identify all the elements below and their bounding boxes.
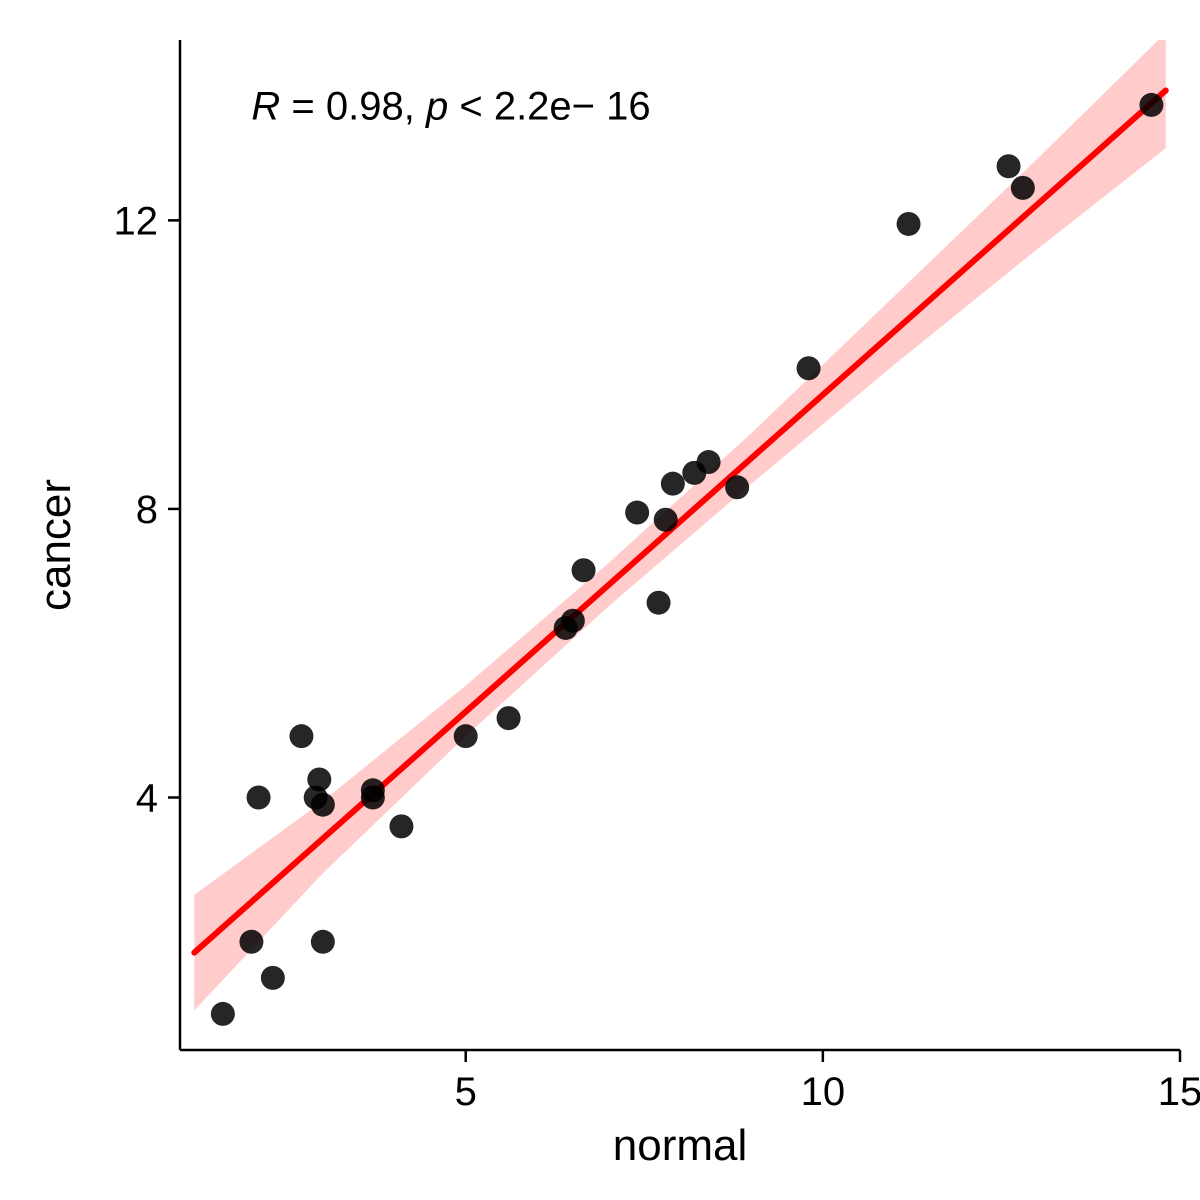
data-point: [1139, 93, 1163, 117]
chart-svg: 5 10 15 4 8 12 normal cancer R = 0.98, p < 2.2e−…: [0, 0, 1200, 1200]
y-axis-label: cancer: [31, 479, 80, 611]
data-point: [247, 786, 271, 810]
x-tick-label: 15: [1158, 1070, 1200, 1114]
y-tick-label: 4: [136, 777, 158, 821]
data-point: [661, 472, 685, 496]
data-point: [572, 558, 596, 582]
scatter-chart: 5 10 15 4 8 12 normal cancer R = 0.98, p < 2.2e−…: [0, 0, 1200, 1200]
data-point: [261, 966, 285, 990]
data-point: [289, 724, 313, 748]
x-tick-label: 5: [455, 1070, 477, 1114]
data-point: [997, 154, 1021, 178]
data-point: [897, 212, 921, 236]
data-point: [797, 356, 821, 380]
data-point: [311, 930, 335, 954]
data-point: [307, 767, 331, 791]
data-point: [1011, 176, 1035, 200]
data-point: [454, 724, 478, 748]
data-point: [697, 450, 721, 474]
data-point: [389, 814, 413, 838]
y-tick-label: 8: [136, 488, 158, 532]
correlation-annotation: R = 0.98, p < 2.2e− 16: [251, 84, 650, 128]
data-point: [647, 591, 671, 615]
data-point: [497, 706, 521, 730]
data-point: [561, 609, 585, 633]
data-point: [211, 1002, 235, 1026]
data-point: [654, 508, 678, 532]
y-tick-label: 12: [114, 199, 159, 243]
x-tick-label: 10: [801, 1070, 846, 1114]
data-point: [725, 475, 749, 499]
data-point: [239, 930, 263, 954]
x-axis-label: normal: [613, 1121, 748, 1170]
data-point: [625, 501, 649, 525]
data-point: [361, 778, 385, 802]
